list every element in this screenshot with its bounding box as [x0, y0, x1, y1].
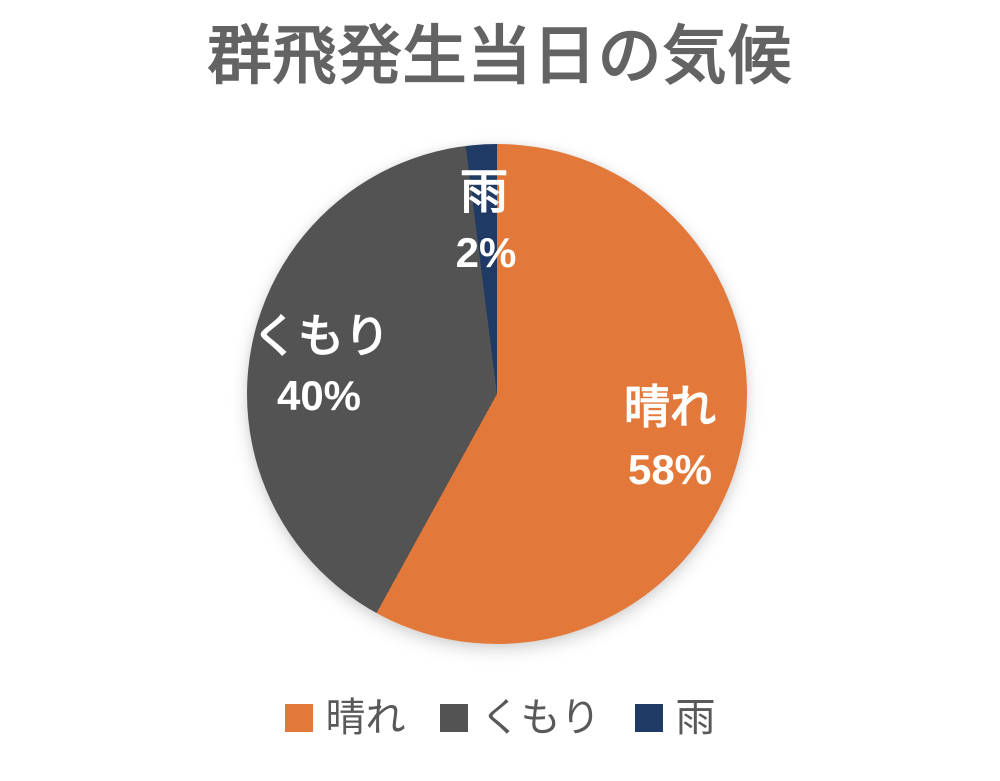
legend-item-rain: 雨	[634, 696, 716, 740]
legend-label-cloudy: くもり	[480, 696, 601, 740]
slice-percent-sunny: 58%	[627, 446, 713, 493]
chart-title: 群飛発生当日の気候	[207, 20, 793, 92]
legend-swatch-rain	[634, 704, 663, 732]
legend-swatch-sunny	[284, 704, 313, 732]
slice-percent-rain: 2%	[455, 229, 517, 276]
slice-label-cloudy: くもり	[252, 310, 390, 362]
legend: 晴れ くもり 雨	[0, 698, 1000, 738]
slice-label-rain: 雨	[459, 166, 509, 219]
legend-swatch-cloudy	[439, 704, 468, 732]
slice-percent-cloudy: 40%	[276, 372, 362, 419]
legend-item-cloudy: くもり	[439, 696, 601, 740]
pie-chart	[247, 144, 747, 644]
legend-item-sunny: 晴れ	[284, 696, 406, 740]
legend-label-sunny: 晴れ	[325, 696, 406, 740]
slice-label-sunny: 晴れ	[624, 381, 716, 433]
legend-label-rain: 雨	[675, 696, 716, 740]
